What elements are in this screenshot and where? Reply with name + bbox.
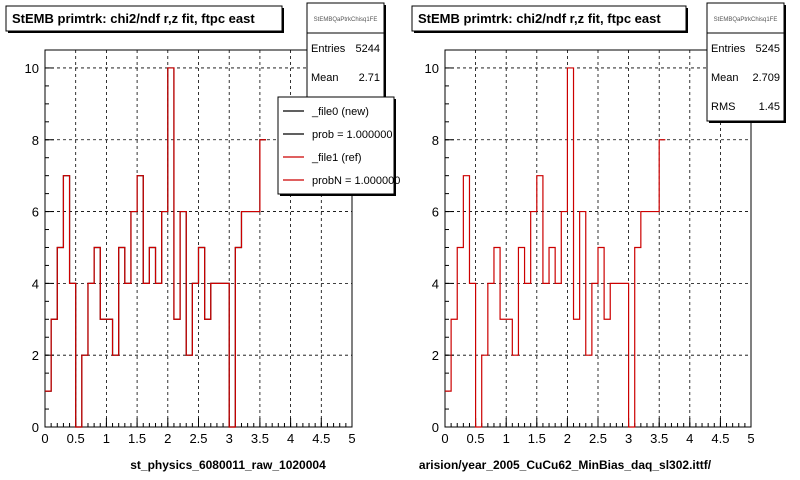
legend-entry-label: probN = 1.000000: [312, 175, 400, 187]
y-tick-label: 0: [32, 420, 39, 435]
stats-value: 5244: [356, 43, 380, 55]
title-box: [5, 5, 283, 32]
x-tick-label: 1: [103, 431, 110, 446]
x-tick-label: 4.5: [711, 431, 729, 446]
stats-label: RMS: [711, 101, 735, 113]
y-tick-label: 10: [25, 61, 39, 76]
legend-entry-label: _file1 (ref): [311, 152, 362, 164]
title-box: [411, 5, 687, 32]
chart-panel-1: 0 0.5 1 1.5 2 2.5 3 3.5 4 4.5 5 0 2 4 6 8 10 StEMB primtr…: [5, 2, 400, 472]
x-tick-label: 0: [441, 431, 448, 446]
stats-name: StEMBQaPtrkChisq1FE: [714, 17, 778, 23]
x-tick-label: 0.5: [67, 431, 85, 446]
x-tick-label: 0: [41, 431, 48, 446]
y-tick-label: 8: [32, 133, 39, 148]
x-tick-label: 1.5: [128, 431, 146, 446]
stats-box: [306, 2, 385, 102]
x-tick-label: 2: [564, 431, 571, 446]
x-tick-label: 3: [226, 431, 233, 446]
x-tick-label: 3.5: [650, 431, 668, 446]
x-axis-label: st_physics_6080011_raw_1020004: [130, 458, 326, 472]
y-tick-label: 6: [32, 205, 39, 220]
x-tick-label: 2: [164, 431, 171, 446]
stats-label: Mean: [311, 72, 339, 84]
chart-panel-2: 0 0.5 1 1.5 2 2.5 3 3.5 4 4.5 5 0 2 4 6 8 10 StEMB primtr…: [411, 2, 786, 472]
x-tick-label: 4.5: [312, 431, 330, 446]
x-tick-label: 1.5: [528, 431, 546, 446]
x-tick-label: 4: [287, 431, 294, 446]
stats-value: 2.71: [359, 72, 380, 84]
y-tick-label: 10: [425, 61, 439, 76]
x-tick-label: 2.5: [589, 431, 607, 446]
x-tick-label: 2.5: [189, 431, 207, 446]
stats-label: Mean: [711, 72, 739, 84]
stats-value: 2.709: [752, 72, 780, 84]
stats-label: Entries: [311, 43, 346, 55]
stats-name: StEMBQaPtrkChisq1FE: [314, 17, 378, 23]
chart-title: StEMB primtrk: chi2/ndf r,z fit, ftpc ea…: [12, 11, 255, 26]
legend-box: [277, 96, 395, 195]
x-tick-label: 3: [625, 431, 632, 446]
y-tick-label: 4: [32, 276, 39, 291]
histogram-series-file1-ref: [45, 67, 267, 428]
stats-label: Entries: [711, 43, 746, 55]
y-tick-label: 0: [432, 420, 439, 435]
x-tick-label: 5: [348, 431, 355, 446]
legend-entry-label: prob = 1.000000: [312, 129, 392, 141]
x-tick-label: 4: [686, 431, 693, 446]
x-tick-label: 0.5: [467, 431, 485, 446]
y-tick-label: 8: [432, 133, 439, 148]
y-tick-label: 2: [432, 348, 439, 363]
histogram-series-file1-ref: [445, 67, 666, 428]
chart-title: StEMB primtrk: chi2/ndf r,z fit, ftpc ea…: [418, 11, 661, 26]
legend-entry-label: _file0 (new): [311, 106, 369, 118]
stats-value: 1.45: [759, 101, 780, 113]
x-tick-label: 1: [503, 431, 510, 446]
stats-value: 5245: [756, 43, 780, 55]
stats-box: [706, 2, 785, 122]
x-axis-label: arision/year_2005_CuCu62_MinBias_daq_sl3…: [419, 458, 712, 472]
x-tick-label: 5: [747, 431, 754, 446]
x-tick-label: 3.5: [251, 431, 269, 446]
y-tick-label: 4: [432, 276, 439, 291]
y-tick-label: 2: [32, 348, 39, 363]
y-tick-label: 6: [432, 205, 439, 220]
